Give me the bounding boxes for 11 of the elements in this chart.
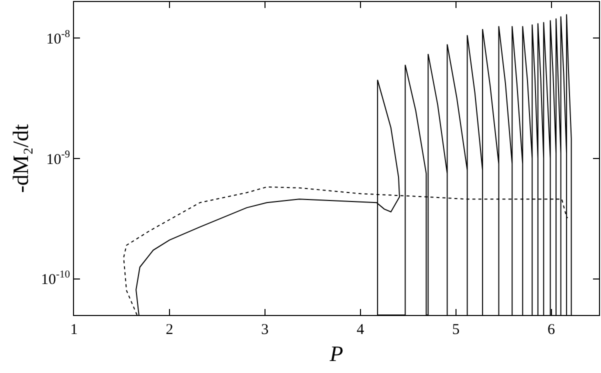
x-tick-label: 5 [452, 322, 460, 338]
y-tick-label: 10$^{-9}$ [46, 149, 70, 168]
y-axis-title: -dM₂/dt [8, 124, 33, 193]
x-tick-label: 1 [70, 322, 78, 338]
x-axis-title: P [328, 340, 344, 366]
x-tick-label: 2 [166, 322, 174, 338]
y-tick-label: 10$^{-10}$ [41, 270, 70, 288]
y-tick-label: 10$^{-8}$ [46, 29, 70, 48]
x-tick-label: 3 [261, 322, 269, 338]
x-tick-label: 4 [356, 322, 365, 338]
x-tick-label: 6 [548, 322, 556, 338]
